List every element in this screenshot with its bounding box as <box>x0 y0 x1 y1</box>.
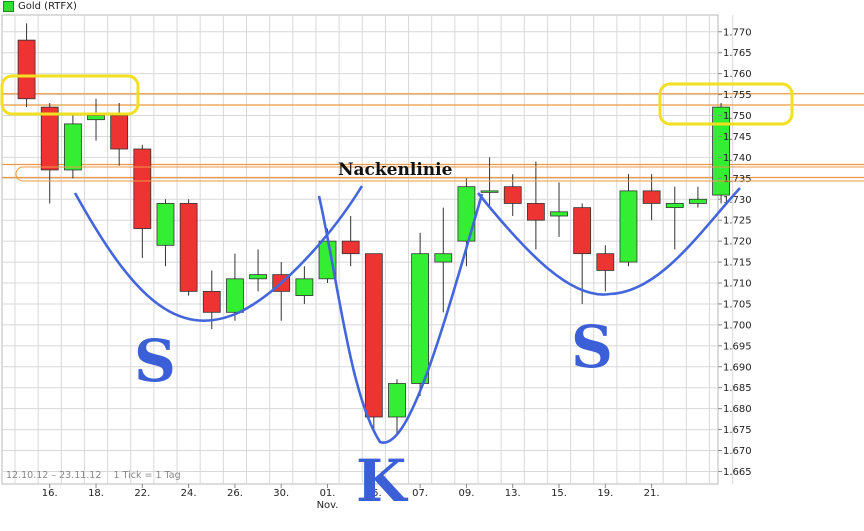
candle-up <box>434 253 453 263</box>
y-tick-label: 1.715 <box>723 258 752 269</box>
candle-up <box>411 253 430 384</box>
y-tick-label: 1.750 <box>723 111 752 122</box>
x-tick-label: 01. <box>320 488 336 499</box>
candle-down <box>179 203 198 292</box>
x-tick-label: 15. <box>551 488 567 499</box>
candle-down <box>341 240 360 255</box>
pattern-overlay <box>0 74 864 444</box>
x-tick-label: 07. <box>412 488 428 499</box>
candle-down <box>110 115 129 150</box>
y-tick-label: 1.665 <box>723 467 752 478</box>
neckline-band <box>15 166 864 182</box>
candle-up <box>388 383 406 418</box>
y-tick-label: 1.765 <box>723 48 752 59</box>
candle-up <box>156 203 175 246</box>
candle-up <box>226 278 244 313</box>
candle-down <box>364 253 383 418</box>
candle-up <box>665 203 684 209</box>
candle-up <box>550 211 568 217</box>
x-axis-labels: 16. 18. 22. 24. 26. 30. 01.Nov. 05. 07. 09. 13. 15.… <box>42 484 660 511</box>
head-label: K <box>356 447 407 515</box>
x-tick-label: 16. <box>42 488 58 499</box>
y-tick-label: 1.685 <box>723 383 752 394</box>
y-tick-label: 1.740 <box>723 153 752 164</box>
x-tick-label: 05. <box>366 488 382 499</box>
left-shoulder-curve <box>73 185 364 322</box>
candle-down <box>596 253 615 271</box>
candle-down <box>503 186 522 204</box>
left-shoulder-label: S <box>134 327 176 395</box>
y-tick-label: 1.725 <box>723 216 752 227</box>
x-tick-label: 09. <box>458 488 474 499</box>
x-tick-label: 24. <box>181 488 197 499</box>
y-tick-label: 1.680 <box>723 404 752 415</box>
y-tick-label: 1.735 <box>723 174 752 185</box>
candle-up <box>87 115 105 121</box>
candle-down <box>642 190 661 204</box>
y-tick-label: 1.690 <box>723 362 752 373</box>
tick-info: 1 Tick = 1 Tag <box>113 470 181 481</box>
y-tick-label: 1.745 <box>723 132 752 143</box>
chart-footer: 12.10.12 – 23.11.12 1 Tick = 1 Tag <box>6 470 181 481</box>
neckline-label: Nackenlinie <box>338 160 453 180</box>
y-tick-label: 1.760 <box>723 69 752 80</box>
candle-down <box>17 39 36 100</box>
candle-up <box>63 123 82 171</box>
right-shoulder-curve <box>476 187 741 296</box>
x-tick-label: 19. <box>597 488 613 499</box>
x-tick-sublabel: Nov. <box>317 500 339 511</box>
x-tick-label: 21. <box>644 488 660 499</box>
x-tick-label: 30. <box>273 488 289 499</box>
candle-down <box>202 290 221 313</box>
candle-down <box>40 106 59 171</box>
candle-down <box>133 148 152 229</box>
y-tick-label: 1.670 <box>723 446 752 457</box>
candle-up <box>712 106 730 196</box>
candle-up <box>457 186 476 242</box>
candle-up <box>689 198 707 204</box>
x-tick-label: 26. <box>227 488 243 499</box>
y-axis-labels: 1.665 1.670 1.675 1.680 1.685 1.690 1.695 1.700… <box>718 27 752 478</box>
y-tick-label: 1.710 <box>723 279 752 290</box>
legend: Gold (RTFX) <box>3 1 77 12</box>
y-tick-label: 1.700 <box>723 320 752 331</box>
candle-down <box>573 207 592 255</box>
candle-down <box>526 203 545 221</box>
legend-label: Gold (RTFX) <box>18 1 77 12</box>
x-tick-label: 18. <box>88 488 104 499</box>
candles <box>17 23 730 434</box>
y-tick-label: 1.720 <box>723 237 752 248</box>
candle-up <box>249 274 267 280</box>
x-tick-label: 22. <box>134 488 150 499</box>
head-curve <box>317 193 484 444</box>
candle-up <box>295 278 314 296</box>
y-tick-label: 1.675 <box>723 425 752 436</box>
highlight-box-left <box>0 74 140 116</box>
legend-swatch <box>3 1 14 12</box>
candle-up <box>480 190 499 193</box>
y-tick-label: 1.755 <box>723 90 752 101</box>
y-tick-label: 1.770 <box>723 27 752 38</box>
candle-up <box>619 190 638 263</box>
date-range: 12.10.12 – 23.11.12 <box>6 470 102 481</box>
y-tick-label: 1.695 <box>723 341 752 352</box>
highlight-box-right <box>658 82 794 126</box>
x-tick-label: 13. <box>505 488 521 499</box>
right-shoulder-label: S <box>571 313 613 381</box>
y-tick-label: 1.705 <box>723 299 752 310</box>
y-tick-label: 1.730 <box>723 195 752 206</box>
